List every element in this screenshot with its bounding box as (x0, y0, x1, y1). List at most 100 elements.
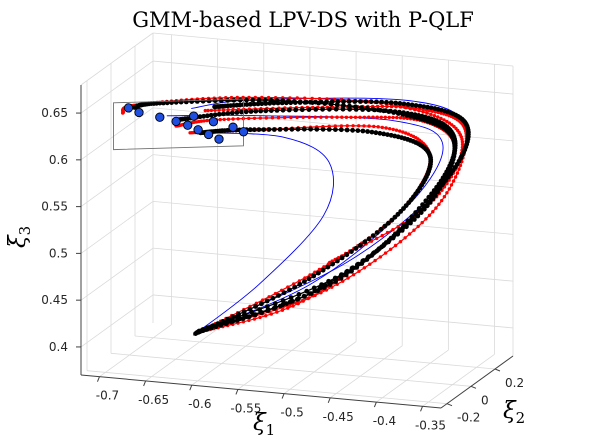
series-point (425, 111, 429, 115)
series-point (374, 99, 379, 105)
attractor-point (238, 127, 249, 137)
series-point (358, 115, 362, 120)
attractor-point (134, 107, 144, 118)
x-tick-mark (420, 406, 424, 412)
series-point (374, 230, 380, 235)
target-box (113, 98, 244, 151)
series-point (405, 220, 410, 226)
x-tick-mark (327, 397, 331, 404)
series-point (327, 106, 332, 112)
series-point (412, 112, 418, 118)
series-point (208, 112, 214, 118)
series-point (362, 239, 368, 245)
series-point (445, 191, 449, 195)
series-point (397, 101, 403, 106)
series-point (283, 126, 289, 132)
series-point (384, 126, 388, 130)
series-point (212, 112, 218, 118)
series-point (375, 115, 379, 119)
series-point (216, 111, 222, 117)
series-point (389, 104, 394, 109)
series-point (229, 110, 235, 116)
series-point (388, 127, 392, 131)
series-point (320, 267, 326, 273)
attractor-point (155, 112, 165, 122)
series-point (315, 288, 321, 294)
attractor-point (208, 117, 219, 127)
y-tick-label: 0 (481, 393, 489, 407)
series-point (264, 298, 270, 304)
series-point (391, 233, 397, 239)
series-point (363, 99, 369, 104)
series-point (443, 177, 449, 183)
series-point (385, 132, 390, 138)
series-point (440, 181, 446, 187)
series-point (231, 97, 237, 103)
series-point (346, 99, 352, 104)
z-tick-label: 0.5 (49, 246, 68, 260)
series-point (409, 133, 413, 137)
series-point (388, 247, 393, 251)
streamline (192, 132, 334, 336)
target-region (113, 98, 244, 151)
series-point (367, 124, 371, 128)
series-point (248, 109, 254, 114)
series-point (188, 131, 192, 135)
x-tick-label: -0.7 (96, 389, 119, 403)
series-point (421, 203, 427, 209)
series-point (267, 100, 273, 106)
y-tick-labels: -0.20 0.2 (446, 368, 524, 425)
series-point (372, 124, 376, 129)
series-point (209, 323, 215, 329)
series-point (295, 126, 301, 132)
series-point (222, 117, 226, 122)
series-point (244, 97, 249, 103)
series-point (301, 115, 305, 120)
series-point (308, 291, 314, 296)
series-point (335, 99, 341, 104)
x-tick-mark (235, 389, 239, 395)
series-point (209, 108, 214, 113)
series-point (377, 107, 383, 113)
series-point (218, 98, 224, 103)
grid (80, 32, 514, 407)
series-point (317, 267, 322, 272)
series-point (355, 128, 361, 134)
series-point (319, 282, 324, 287)
series-point (424, 217, 428, 221)
series-point (325, 264, 331, 270)
series-point (409, 102, 415, 108)
series-point (213, 108, 217, 113)
series-point (407, 232, 412, 236)
chart-title: GMM-based LPV-DS with P-QLF (132, 8, 474, 32)
series-point (430, 109, 435, 114)
series-point (433, 110, 438, 114)
series-point (460, 142, 465, 147)
attractor-point (171, 116, 181, 127)
series-point (261, 298, 265, 302)
series-point (379, 115, 383, 120)
series-point (447, 121, 452, 125)
series-point (345, 124, 349, 128)
series-point (203, 108, 207, 113)
axes (80, 85, 514, 409)
series-point (370, 233, 376, 239)
series-point (294, 301, 298, 305)
series-point (289, 115, 293, 120)
series-point (247, 116, 251, 121)
series-point (264, 314, 268, 318)
series-point (392, 109, 398, 114)
series-point (394, 128, 399, 132)
series-point (303, 96, 307, 100)
series-point (253, 108, 259, 114)
series-point (353, 246, 359, 251)
series-point (280, 298, 286, 304)
series-point (398, 116, 403, 120)
series-point (205, 118, 209, 123)
series-point (371, 250, 377, 256)
series-point (183, 99, 189, 105)
series-point (362, 266, 367, 270)
series-point (351, 273, 356, 277)
series-point (313, 99, 318, 105)
series-point (306, 276, 312, 282)
